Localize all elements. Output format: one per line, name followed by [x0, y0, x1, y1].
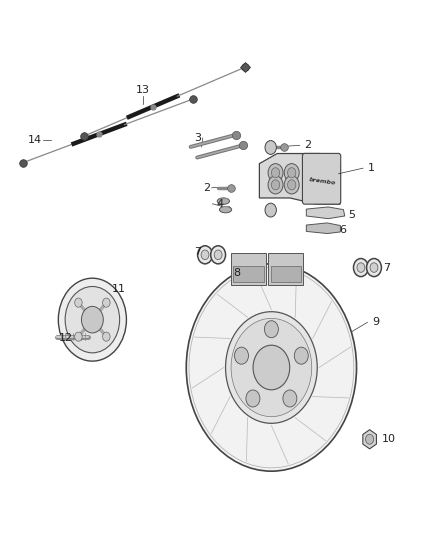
Circle shape [284, 164, 299, 182]
Circle shape [284, 176, 299, 194]
Text: 1: 1 [367, 163, 374, 173]
Circle shape [81, 306, 103, 333]
Circle shape [231, 318, 312, 417]
Circle shape [102, 298, 110, 307]
Circle shape [288, 180, 296, 190]
Circle shape [268, 164, 283, 182]
Polygon shape [259, 154, 340, 204]
Circle shape [367, 259, 381, 277]
Text: 14: 14 [28, 135, 42, 145]
Text: 7: 7 [383, 263, 390, 272]
FancyBboxPatch shape [231, 253, 266, 285]
Text: 6: 6 [339, 225, 346, 236]
Circle shape [353, 259, 368, 277]
Text: 8: 8 [234, 269, 241, 278]
Text: 9: 9 [372, 317, 379, 327]
FancyBboxPatch shape [302, 154, 341, 204]
Circle shape [370, 263, 378, 272]
Text: brembo: brembo [309, 177, 336, 185]
Circle shape [283, 390, 297, 407]
Circle shape [265, 203, 276, 217]
Circle shape [246, 390, 260, 407]
Circle shape [234, 347, 248, 364]
Circle shape [74, 332, 82, 341]
Ellipse shape [217, 198, 230, 204]
Circle shape [65, 287, 120, 353]
Text: 4: 4 [217, 199, 224, 209]
Circle shape [357, 263, 365, 272]
Text: 2: 2 [304, 140, 311, 150]
Text: 7: 7 [194, 247, 201, 256]
Circle shape [214, 250, 222, 260]
Polygon shape [363, 430, 376, 449]
Circle shape [201, 250, 209, 260]
Text: 2: 2 [203, 183, 210, 193]
Circle shape [265, 141, 276, 155]
Circle shape [366, 434, 374, 444]
Ellipse shape [219, 206, 232, 213]
Circle shape [226, 312, 317, 423]
Polygon shape [306, 207, 345, 219]
Circle shape [102, 332, 110, 341]
Text: 12: 12 [59, 333, 73, 343]
Circle shape [294, 347, 308, 364]
Circle shape [58, 278, 127, 361]
Text: 3: 3 [194, 133, 201, 143]
Text: 10: 10 [381, 434, 396, 445]
Text: 13: 13 [136, 85, 150, 95]
Circle shape [272, 180, 280, 190]
Circle shape [288, 168, 296, 178]
FancyBboxPatch shape [233, 266, 264, 282]
Circle shape [272, 168, 280, 178]
Circle shape [268, 176, 283, 194]
Circle shape [265, 321, 279, 338]
Circle shape [198, 246, 212, 264]
FancyBboxPatch shape [268, 253, 303, 285]
Circle shape [253, 345, 290, 390]
Polygon shape [306, 223, 340, 233]
Text: 5: 5 [348, 210, 355, 220]
Text: 11: 11 [112, 284, 126, 294]
FancyBboxPatch shape [271, 266, 300, 282]
Circle shape [74, 298, 82, 307]
Circle shape [211, 246, 226, 264]
Circle shape [186, 264, 357, 471]
